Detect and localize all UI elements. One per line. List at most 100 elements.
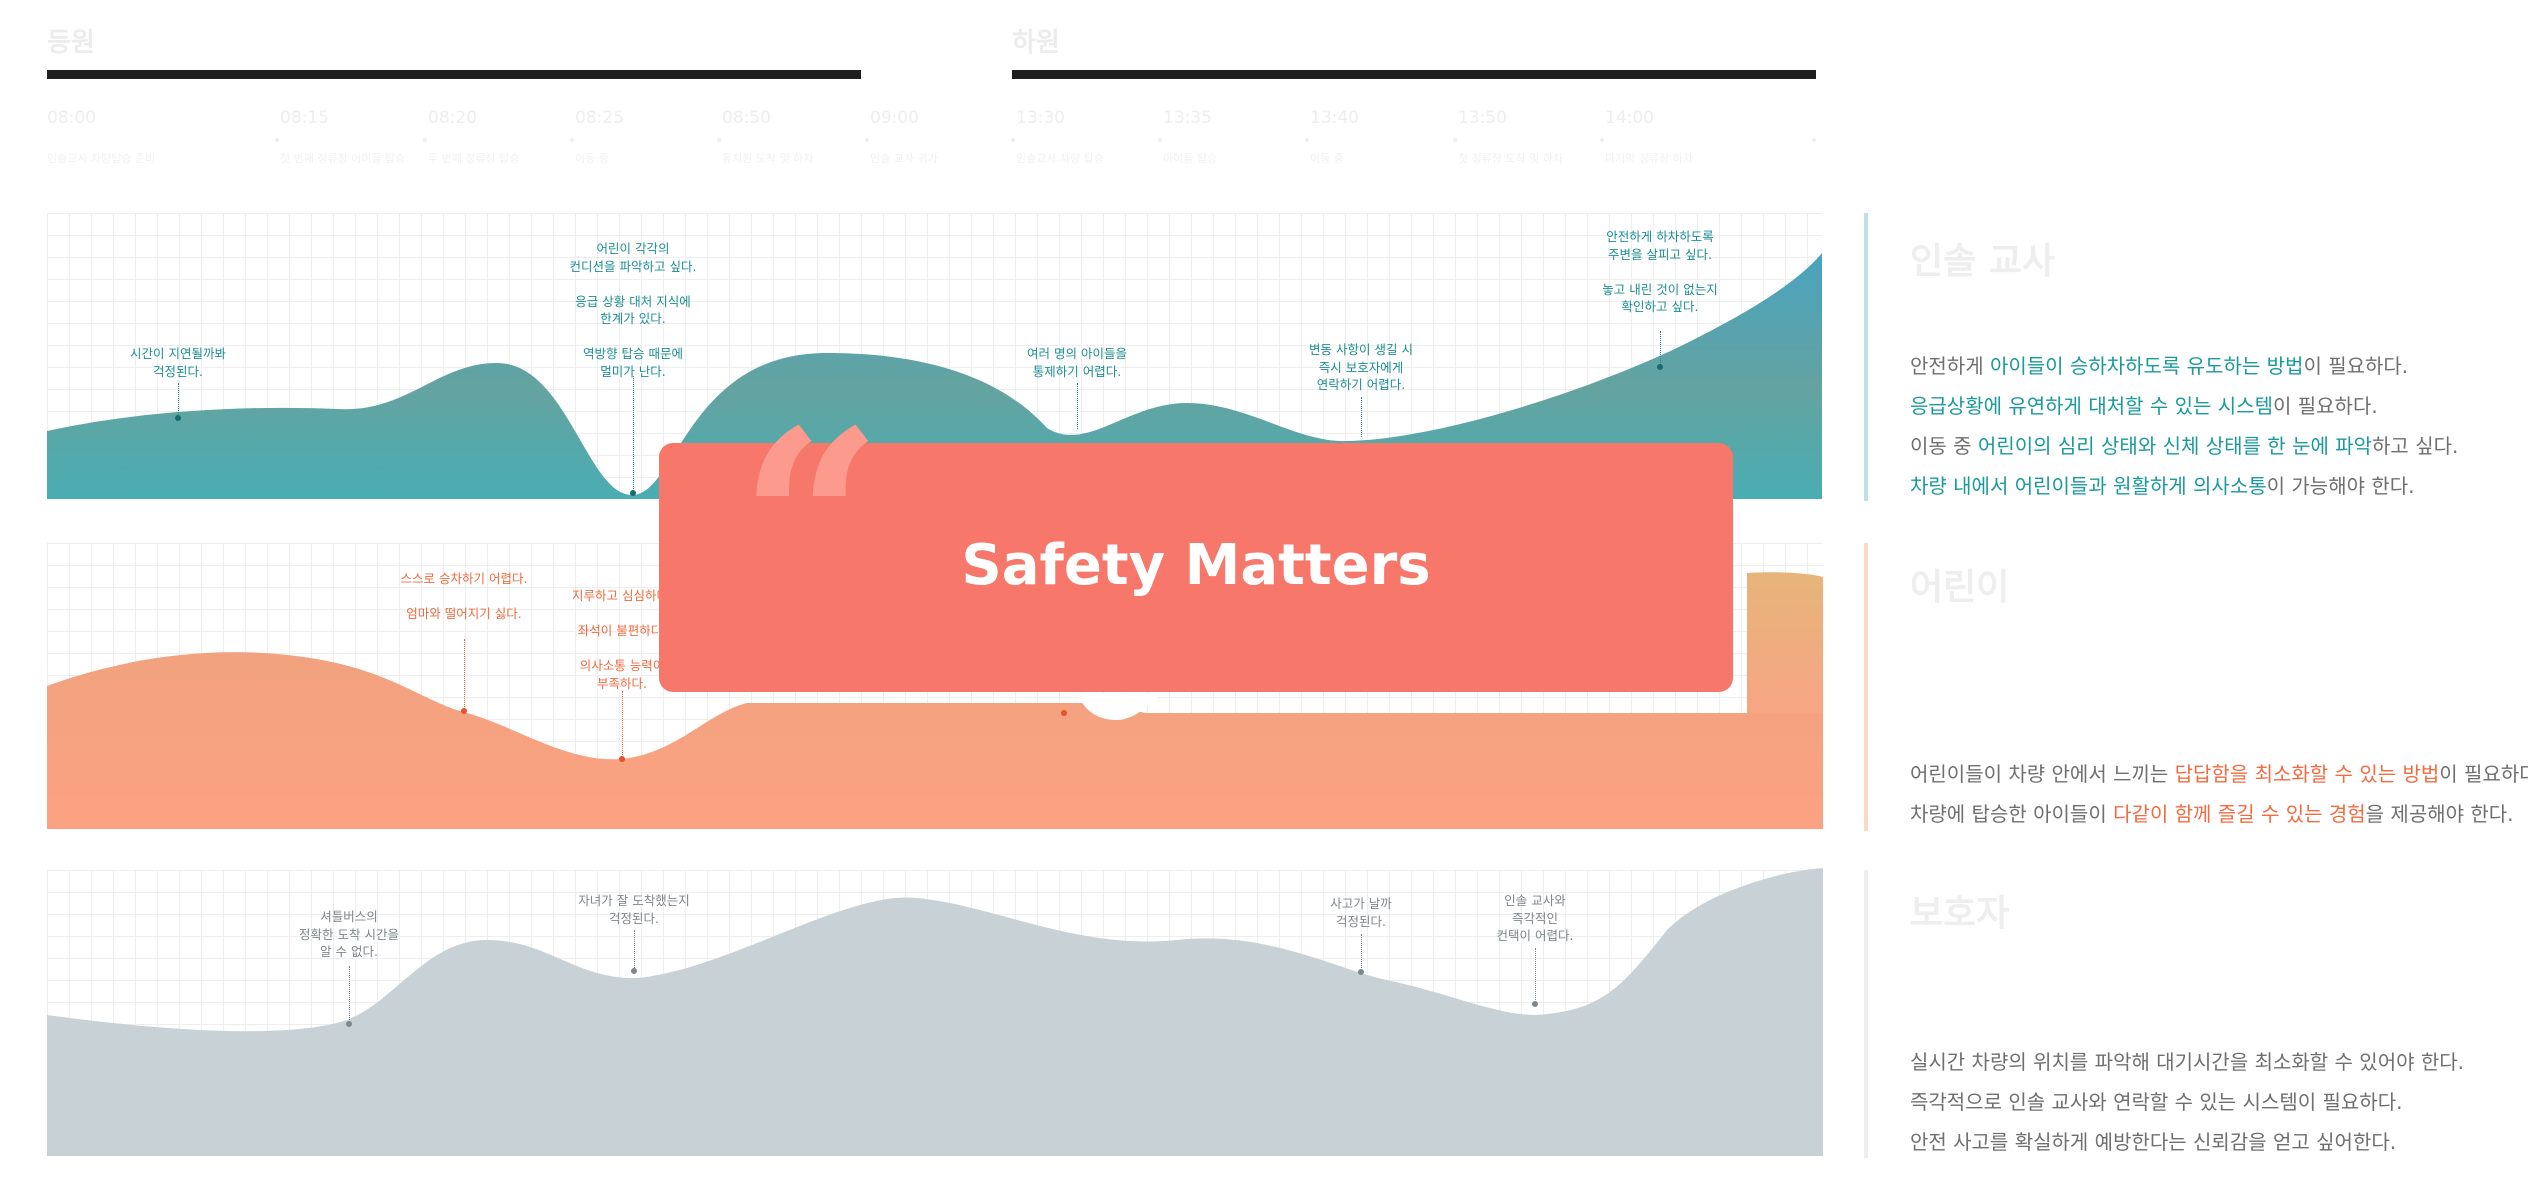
annotation-stem xyxy=(622,691,623,757)
pain-point-marker xyxy=(1657,364,1663,370)
child-persona-title: 어린이 xyxy=(1910,567,2010,608)
annotation-stem xyxy=(633,376,634,491)
need-text: 이동 중 xyxy=(1910,434,1978,458)
timeline-time: 09:00 xyxy=(870,108,919,128)
pain-point-annotation: 사고가 날까 걱정된다. xyxy=(1330,896,1392,929)
pain-point-marker xyxy=(1358,969,1364,975)
timeline-description: 이동 중 xyxy=(575,152,609,165)
need-highlight: 아이들이 승하차하도록 유도하는 방법 xyxy=(1989,354,2304,378)
annotation-stem xyxy=(634,930,635,970)
timeline-dot xyxy=(275,138,279,142)
timeline-dot xyxy=(1812,138,1816,142)
timeline-description: 인솔교사 차량탑승 준비 xyxy=(47,152,156,165)
pain-point-annotation: 안전하게 하차하도록 주변을 살피고 싶다. 놓고 내린 것이 없는지 확인하고… xyxy=(1602,229,1718,314)
pain-point-marker xyxy=(461,708,467,714)
need-text: 차량에 탑승한 아이들이 xyxy=(1910,802,2114,826)
need-text: 을 제공해야 한다. xyxy=(2365,802,2514,826)
timeline-description: 첫 번째 정류장 아이들 탑승 xyxy=(280,152,406,165)
pain-point-annotation: 시간이 지연될까봐 걱정된다. xyxy=(130,346,226,379)
guardian-journey-area xyxy=(47,868,1823,1156)
pain-point-marker xyxy=(631,968,637,974)
need-item: 실시간 차량의 위치를 파악해 대기시간을 최소화할 수 있어야 한다. xyxy=(1910,1046,2464,1075)
annotation-stem xyxy=(178,383,179,417)
timeline-dot xyxy=(717,138,721,142)
pain-point-annotation: 스스로 승차하기 어렵다. 엄마와 떨어지기 싫다. xyxy=(400,571,528,621)
timeline-time: 08:20 xyxy=(428,108,477,128)
timeline-time: 13:30 xyxy=(1016,108,1065,128)
timeline-time: 14:00 xyxy=(1605,108,1654,128)
guardian-persona-title: 보호자 xyxy=(1910,893,2010,934)
need-highlight: 차량 내에서 어린이들과 원활하게 의사소통 xyxy=(1910,474,2267,498)
pain-point-marker xyxy=(346,1021,352,1027)
need-text: 이 가능해야 한다. xyxy=(2266,474,2415,498)
pain-point-annotation: 셔틀버스의 정확한 도착 시간을 알 수 없다. xyxy=(299,909,399,959)
need-item: 안전하게 아이들이 승하차하도록 유도하는 방법이 필요하다. xyxy=(1910,350,2408,379)
timeline-dot xyxy=(1011,138,1015,142)
timeline-dot xyxy=(1600,138,1604,142)
timeline-time: 08:00 xyxy=(47,108,96,128)
safety-matters-title: Safety Matters xyxy=(961,533,1431,598)
need-item: 안전 사고를 확실하게 예방한다는 신뢰감을 얻고 싶어한다. xyxy=(1910,1126,2396,1155)
need-item: 어린이들이 차량 안에서 느끼는 답답함을 최소화할 수 있는 방법이 필요하다… xyxy=(1910,758,2528,787)
pain-point-annotation: 지루하고 심심하다. 좌석이 불편하다. 의사소통 능력이 부족하다. xyxy=(572,588,672,691)
quote-mark-icon: “ xyxy=(739,375,883,669)
teacher-persona-title: 인솔 교사 xyxy=(1910,241,2056,282)
timeline-description: 이동 중 xyxy=(1310,152,1344,165)
annotation-stem xyxy=(1361,934,1362,970)
timeline-description: 유치원 도착 및 하차 xyxy=(722,152,814,165)
teacher-accent-line xyxy=(1864,213,1868,501)
timeline-description: 아이들 탑승 xyxy=(1163,152,1218,165)
child-accent-line xyxy=(1864,543,1868,831)
timeline-dot xyxy=(1158,138,1162,142)
need-highlight: 다같이 함께 즐길 수 있는 경험 xyxy=(2113,802,2366,826)
safety-matters-card: “ Safety Matters xyxy=(659,397,1733,692)
guardian-journey-chart: 셔틀버스의 정확한 도착 시간을 알 수 없다. 자녀가 잘 도착했는지 걱정된… xyxy=(47,868,1823,1156)
pain-point-annotation: 여러 명의 아이들을 통제하기 어렵다. xyxy=(1027,346,1127,379)
pain-point-marker xyxy=(619,756,625,762)
afternoon-timeline-title: 하원 xyxy=(1012,28,1060,58)
need-text: 실시간 차량의 위치를 파악해 대기시간을 최소화할 수 있어야 한다. xyxy=(1910,1050,2465,1074)
need-item: 이동 중 어린이의 심리 상태와 신체 상태를 한 눈에 파악하고 싶다. xyxy=(1910,430,2458,459)
timeline-description: 인솔교사 차량 탑승 xyxy=(1016,152,1104,165)
timeline-time: 08:50 xyxy=(722,108,771,128)
pain-point-annotation: 어린이 각각의 컨디션을 파악하고 싶다. 응급 상황 대처 지식에 한계가 있… xyxy=(569,241,697,379)
need-item: 즉각적으로 인솔 교사와 연락할 수 있는 시스템이 필요하다. xyxy=(1910,1086,2402,1115)
pain-point-annotation: 변동 사항이 생길 시 즉시 보호자에게 연락하기 어렵다. xyxy=(1309,342,1413,392)
pain-point-marker xyxy=(175,415,181,421)
need-text: 이 필요하다. xyxy=(2303,354,2409,378)
need-text: 안전하게 xyxy=(1910,354,1990,378)
need-item: 차량 내에서 어린이들과 원활하게 의사소통이 가능해야 한다. xyxy=(1910,470,2415,499)
pain-point-annotation: 자녀가 잘 도착했는지 걱정된다. xyxy=(578,893,690,926)
need-text: 즉각적으로 인솔 교사와 연락할 수 있는 시스템이 필요하다. xyxy=(1910,1090,2403,1114)
need-highlight: 답답함을 최소화할 수 있는 방법 xyxy=(2174,762,2440,786)
annotation-stem xyxy=(1660,331,1661,365)
need-highlight: 어린이의 심리 상태와 신체 상태를 한 눈에 파악 xyxy=(1977,434,2373,458)
timeline-dot xyxy=(423,138,427,142)
need-text: 안전 사고를 확실하게 예방한다는 신뢰감을 얻고 싶어한다. xyxy=(1910,1130,2397,1154)
need-text: 하고 싶다. xyxy=(2372,434,2459,458)
need-text: 어린이들이 차량 안에서 느끼는 xyxy=(1910,762,2175,786)
timeline-time: 13:35 xyxy=(1163,108,1212,128)
need-item: 응급상황에 유연하게 대처할 수 있는 시스템이 필요하다. xyxy=(1910,390,2378,419)
timeline-time: 13:50 xyxy=(1458,108,1507,128)
timeline-time: 08:25 xyxy=(575,108,624,128)
morning-timeline-bar xyxy=(47,70,861,79)
need-text: 이 필요하다. xyxy=(2439,762,2528,786)
timeline-dot xyxy=(1453,138,1457,142)
annotation-stem xyxy=(1361,397,1362,437)
pain-point-marker xyxy=(1532,1001,1538,1007)
child-journey-area xyxy=(47,572,1823,829)
guardian-accent-line xyxy=(1864,870,1868,1158)
pain-point-marker xyxy=(630,490,636,496)
annotation-stem xyxy=(464,639,465,709)
annotation-stem xyxy=(349,966,350,1022)
teacher-journey-area xyxy=(47,253,1822,499)
annotation-stem xyxy=(1077,383,1078,429)
timeline-description: 인솔 교사 귀가 xyxy=(870,152,938,165)
annotation-stem xyxy=(1535,948,1536,1002)
timeline-time: 08:15 xyxy=(280,108,329,128)
timeline-description: 마지막 정류장 하차 xyxy=(1605,152,1693,165)
need-highlight: 응급상황에 유연하게 대처할 수 있는 시스템 xyxy=(1910,394,2273,418)
need-item: 차량에 탑승한 아이들이 다같이 함께 즐길 수 있는 경험을 제공해야 한다. xyxy=(1910,798,2514,827)
timeline-description: 첫 정류장 도착 및 하차 xyxy=(1458,152,1564,165)
